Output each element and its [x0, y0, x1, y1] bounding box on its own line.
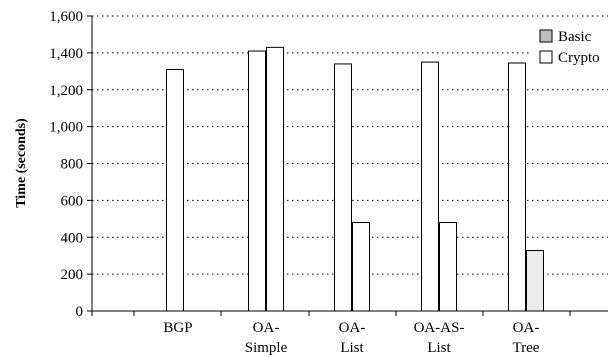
x-tick-label: List: [340, 340, 364, 356]
legend-swatch: [539, 29, 553, 43]
y-tick-label: 1,200: [49, 83, 83, 99]
y-axis-title: Time (seconds): [14, 118, 29, 208]
y-tick-label: 800: [61, 157, 84, 173]
x-tick-label: Simple: [245, 340, 288, 356]
bar: [352, 222, 370, 312]
y-axis-ticks: 0 200 400 600 800 1,000 1,200 1,400 1,600: [49, 9, 92, 320]
x-axis-labels: BGP OA- Simple OA- List OA-AS- List OA- Tree: [91, 311, 571, 356]
legend-swatch: [539, 50, 553, 64]
x-tick-label: List: [427, 340, 451, 356]
y-tick-label: 600: [61, 193, 84, 209]
bar: [266, 46, 284, 312]
bar: [439, 222, 457, 312]
y-tick-label: 1,000: [49, 120, 83, 136]
x-tick-label: OA-: [339, 320, 366, 336]
legend-label: Basic: [558, 29, 592, 45]
x-tick-label: OA-: [253, 320, 280, 336]
bar: [166, 68, 184, 312]
y-tick-label: 200: [61, 267, 84, 283]
legend: Basic Crypto: [530, 28, 608, 74]
bar: [508, 62, 526, 312]
x-tick-label: OA-AS-: [414, 320, 465, 336]
bar: [334, 63, 352, 312]
x-tick-label: OA-: [513, 320, 540, 336]
y-tick-label: 1,600: [49, 9, 83, 25]
y-tick-label: 400: [61, 230, 84, 246]
y-tick-label: 0: [76, 304, 84, 320]
bar: [248, 50, 266, 312]
bar: [421, 61, 439, 312]
y-tick-label: 1,400: [49, 46, 83, 62]
bars: [166, 46, 544, 312]
legend-label: Crypto: [558, 50, 600, 66]
bar: [526, 250, 544, 312]
x-tick-label: BGP: [163, 320, 192, 336]
x-tick-label: Tree: [513, 340, 540, 356]
